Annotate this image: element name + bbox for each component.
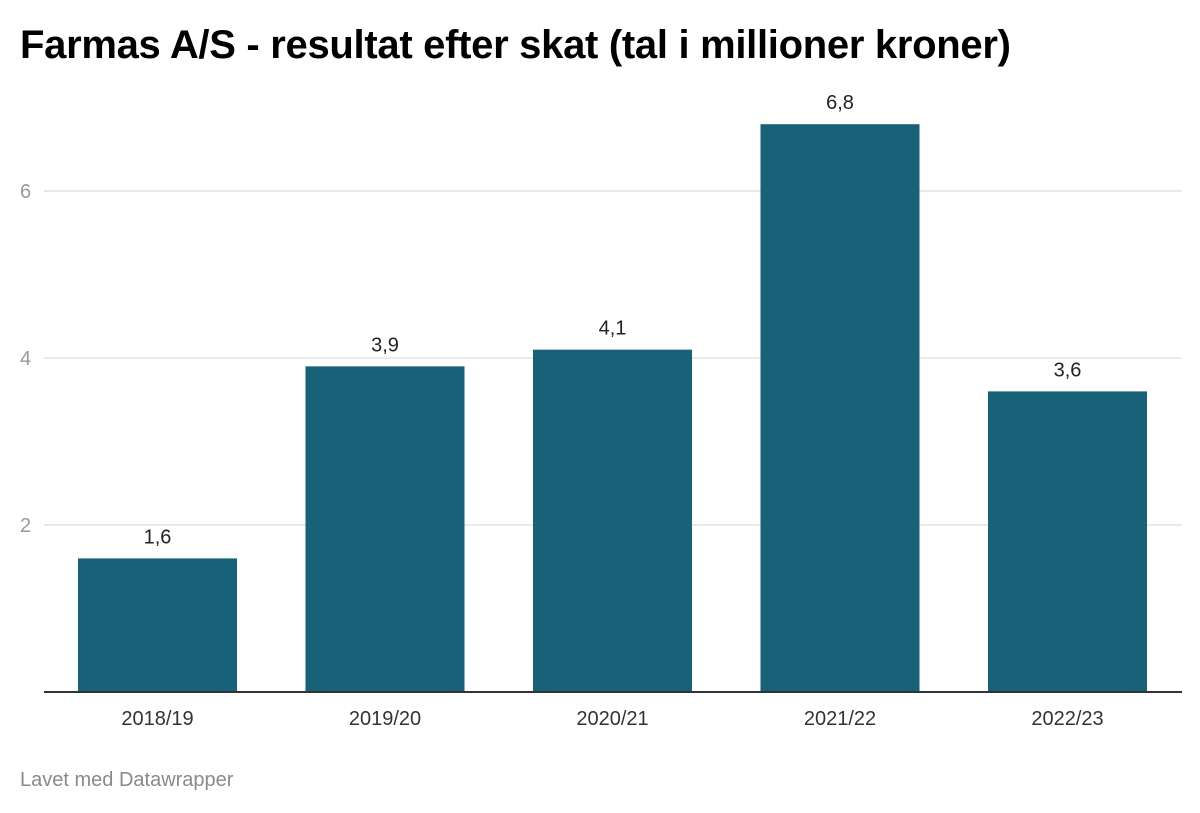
credit-text: Lavet med Datawrapper [20, 769, 234, 791]
x-tick-label: 2022/23 [1031, 708, 1103, 730]
bar-value-label: 4,1 [599, 318, 627, 340]
bar [988, 391, 1147, 692]
x-tick-label: 2021/22 [804, 708, 876, 730]
bar [533, 349, 692, 692]
bar-value-label: 3,6 [1054, 359, 1082, 381]
chart-title: Farmas A/S - resultat efter skat (tal i … [20, 23, 1011, 67]
bar-value-label: 3,9 [371, 334, 399, 356]
x-tick-label: 2020/21 [576, 708, 648, 730]
x-tick-label: 2018/19 [121, 708, 193, 730]
bar [78, 558, 237, 692]
y-tick-label: 6 [20, 181, 31, 203]
bar [305, 366, 465, 692]
bar-value-label: 1,6 [144, 526, 172, 548]
x-tick-label: 2019/20 [349, 708, 421, 730]
y-tick-label: 4 [20, 348, 31, 370]
bar [760, 124, 920, 692]
bar-value-label: 6,8 [826, 92, 854, 114]
y-tick-label: 2 [20, 515, 31, 537]
